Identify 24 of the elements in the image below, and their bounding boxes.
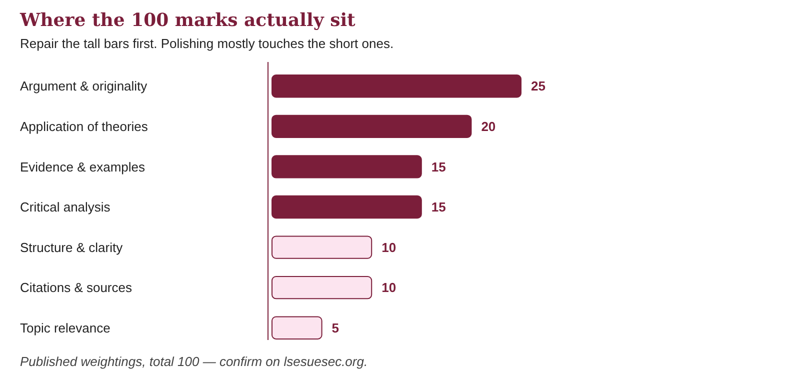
data-label: 5: [332, 320, 340, 336]
y-tick-label: Application of theories: [20, 118, 148, 134]
y-tick-label: Argument & originality: [20, 78, 148, 94]
y-tick-label: Evidence & examples: [20, 159, 146, 174]
data-label: 10: [382, 280, 396, 296]
data-label: 25: [531, 78, 546, 94]
data-label: 15: [431, 200, 446, 215]
bar: [272, 195, 422, 219]
bar: [272, 114, 472, 138]
bar: [272, 316, 322, 340]
chart-subtitle: Repair the tall bars first. Polishing mostly touches the short ones.: [20, 36, 394, 51]
y-tick-label: Topic relevance: [20, 320, 110, 336]
text: Published weightings, total 100 — confirm on lsesuesec.org.: [20, 354, 368, 369]
bar: [272, 236, 372, 259]
data-label: 15: [431, 159, 446, 174]
y-tick-label: Critical analysis: [20, 200, 111, 215]
y-tick-label: Structure & clarity: [20, 240, 124, 255]
data-label: 20: [481, 118, 496, 134]
bar: [272, 276, 372, 300]
bar: [272, 74, 522, 98]
bar: [272, 155, 422, 178]
data-label: 10: [382, 240, 396, 255]
chart-title: Where the 100 marks actually sit: [19, 10, 356, 31]
y-tick-label: Citations & sources: [20, 280, 132, 296]
